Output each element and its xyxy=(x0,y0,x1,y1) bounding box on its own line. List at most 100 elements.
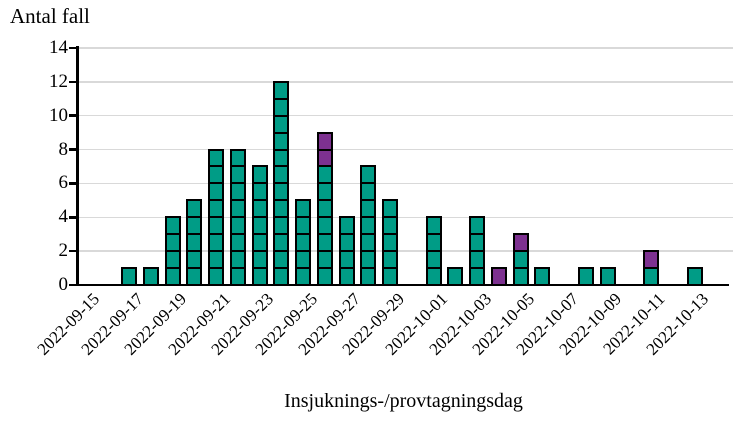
y-tick-label-10: 10 xyxy=(49,104,68,126)
case-cell-green xyxy=(273,216,290,236)
case-cell-green xyxy=(229,216,246,236)
case-cell-green xyxy=(251,233,268,253)
case-cell-green xyxy=(251,250,268,270)
y-tick-label-12: 12 xyxy=(49,70,68,92)
y-tick-mark-12 xyxy=(69,80,77,84)
gridline-y10 xyxy=(78,114,733,117)
case-cell-green xyxy=(273,182,290,202)
case-cell-purple xyxy=(316,131,333,151)
case-cell-green xyxy=(469,233,485,253)
case-cell-green xyxy=(382,199,398,219)
case-cell-green xyxy=(469,250,485,270)
gridline-y12 xyxy=(78,81,733,83)
y-axis-line xyxy=(76,45,79,287)
y-tick-label-4: 4 xyxy=(58,206,69,228)
case-cell-green xyxy=(208,250,224,270)
case-cell-green xyxy=(251,199,268,219)
case-cell-green xyxy=(186,216,203,236)
x-axis-title: Insjuknings-/provtagningsdag xyxy=(284,390,523,412)
y-tick-label-6: 6 xyxy=(58,172,69,194)
case-cell-green xyxy=(273,199,290,219)
case-cell-green xyxy=(338,250,355,270)
case-cell-purple xyxy=(316,148,333,168)
y-tick-mark-10 xyxy=(69,114,77,117)
case-cell-green xyxy=(273,97,290,117)
y-axis-title: Antal fall xyxy=(10,4,90,28)
case-cell-green xyxy=(273,250,290,270)
case-cell-green xyxy=(251,216,268,236)
case-cell-green xyxy=(164,250,181,270)
case-cell-green xyxy=(273,165,290,185)
case-cell-green xyxy=(229,182,246,202)
y-tick-mark-0 xyxy=(69,283,77,287)
case-cell-green xyxy=(229,148,246,168)
case-cell-green xyxy=(360,233,377,253)
case-cell-green xyxy=(164,216,181,236)
gridline-y2 xyxy=(78,250,733,252)
case-cell-green xyxy=(273,148,290,168)
case-cell-green xyxy=(295,199,311,219)
case-cell-green xyxy=(425,250,442,270)
case-cell-green xyxy=(316,216,333,236)
case-cell-green xyxy=(229,233,246,253)
case-cell-green xyxy=(360,199,377,219)
case-cell-green xyxy=(425,216,442,236)
y-tick-mark-2 xyxy=(69,249,77,253)
case-cell-green xyxy=(229,165,246,185)
case-cell-green xyxy=(512,250,529,270)
case-cell-green xyxy=(208,182,224,202)
case-cell-green xyxy=(316,233,333,253)
case-cell-green xyxy=(295,233,311,253)
case-cell-green xyxy=(316,165,333,185)
y-tick-mark-6 xyxy=(69,182,77,185)
case-cell-purple xyxy=(512,233,529,253)
case-cell-green xyxy=(316,199,333,219)
case-cell-green xyxy=(251,182,268,202)
case-cell-green xyxy=(251,165,268,185)
case-cell-green xyxy=(273,131,290,151)
gridline-y6 xyxy=(78,182,733,185)
case-cell-green xyxy=(295,216,311,236)
gridline-y8 xyxy=(78,148,733,151)
y-tick-label-2: 2 xyxy=(58,240,69,262)
case-cell-green xyxy=(229,250,246,270)
case-cell-green xyxy=(360,216,377,236)
case-cell-green xyxy=(425,233,442,253)
case-cell-green xyxy=(295,250,311,270)
case-cell-green xyxy=(186,199,203,219)
case-cell-green xyxy=(186,250,203,270)
case-cell-green xyxy=(208,233,224,253)
y-tick-label-14: 14 xyxy=(49,36,68,58)
y-tick-mark-14 xyxy=(69,46,77,50)
case-cell-green xyxy=(382,216,398,236)
case-cell-green xyxy=(273,80,290,100)
case-cell-green xyxy=(360,182,377,202)
case-cell-green xyxy=(208,199,224,219)
case-cell-green xyxy=(229,199,246,219)
case-cell-green xyxy=(164,233,181,253)
case-cell-green xyxy=(208,148,224,168)
y-tick-mark-8 xyxy=(69,148,77,151)
case-cell-green xyxy=(338,216,355,236)
case-cell-green xyxy=(360,250,377,270)
case-cell-green xyxy=(382,233,398,253)
gridline-y4 xyxy=(78,216,733,219)
case-cell-green xyxy=(186,233,203,253)
y-tick-label-0: 0 xyxy=(58,274,69,295)
case-cell-green xyxy=(208,165,224,185)
case-cell-green xyxy=(273,233,290,253)
x-axis-line xyxy=(76,283,729,287)
case-cell-green xyxy=(208,216,224,236)
case-cell-purple xyxy=(643,250,659,270)
y-tick-mark-4 xyxy=(69,216,77,219)
case-cell-green xyxy=(316,182,333,202)
case-cell-green xyxy=(338,233,355,253)
case-cell-green xyxy=(469,216,485,236)
case-cell-green xyxy=(360,165,377,185)
case-cell-green xyxy=(382,250,398,270)
y-tick-label-8: 8 xyxy=(58,138,69,160)
gridline-y14 xyxy=(78,47,733,49)
case-cell-green xyxy=(273,114,290,134)
